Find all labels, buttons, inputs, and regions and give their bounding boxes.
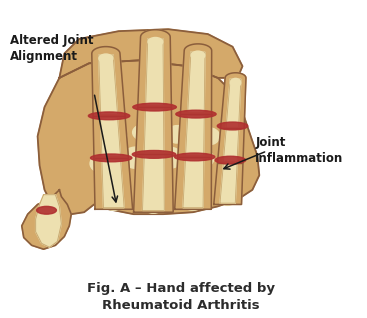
Ellipse shape [219, 192, 236, 205]
Polygon shape [142, 156, 164, 211]
Polygon shape [220, 164, 237, 203]
Ellipse shape [104, 197, 124, 210]
FancyBboxPatch shape [105, 151, 123, 209]
Ellipse shape [143, 200, 164, 213]
Polygon shape [59, 29, 243, 78]
Polygon shape [226, 79, 241, 127]
Polygon shape [36, 195, 61, 247]
Text: Fig. A – Hand affected by
Rheumatoid Arthritis: Fig. A – Hand affected by Rheumatoid Art… [87, 282, 275, 312]
Text: Joint
Inflammation: Joint Inflammation [255, 136, 344, 165]
Polygon shape [224, 130, 239, 162]
Ellipse shape [133, 103, 177, 111]
Polygon shape [102, 159, 124, 208]
Polygon shape [37, 60, 259, 214]
Polygon shape [92, 47, 132, 209]
Ellipse shape [230, 78, 241, 87]
Ellipse shape [196, 128, 220, 145]
Ellipse shape [176, 110, 216, 118]
Text: Altered Joint
Alignment: Altered Joint Alignment [10, 34, 93, 63]
Ellipse shape [174, 153, 215, 161]
Polygon shape [99, 55, 117, 114]
Polygon shape [186, 116, 204, 156]
Polygon shape [188, 52, 205, 113]
Polygon shape [175, 44, 212, 209]
Ellipse shape [153, 147, 183, 169]
Ellipse shape [191, 51, 205, 60]
Polygon shape [146, 39, 164, 105]
Ellipse shape [186, 149, 214, 169]
Ellipse shape [148, 38, 163, 46]
FancyBboxPatch shape [184, 146, 202, 209]
Polygon shape [144, 109, 164, 153]
Ellipse shape [132, 150, 176, 158]
Polygon shape [214, 73, 246, 204]
FancyBboxPatch shape [144, 144, 163, 212]
Ellipse shape [217, 122, 248, 130]
Polygon shape [183, 158, 204, 208]
Ellipse shape [122, 147, 152, 169]
Ellipse shape [101, 128, 127, 145]
Polygon shape [134, 30, 173, 212]
Polygon shape [22, 190, 71, 249]
Ellipse shape [90, 154, 118, 173]
Polygon shape [101, 117, 120, 156]
Ellipse shape [164, 126, 192, 143]
Ellipse shape [99, 54, 113, 63]
Ellipse shape [132, 124, 160, 141]
Ellipse shape [37, 206, 57, 214]
Ellipse shape [88, 112, 130, 120]
Ellipse shape [215, 156, 246, 164]
Ellipse shape [183, 197, 203, 210]
Ellipse shape [91, 154, 132, 162]
FancyBboxPatch shape [220, 148, 235, 204]
